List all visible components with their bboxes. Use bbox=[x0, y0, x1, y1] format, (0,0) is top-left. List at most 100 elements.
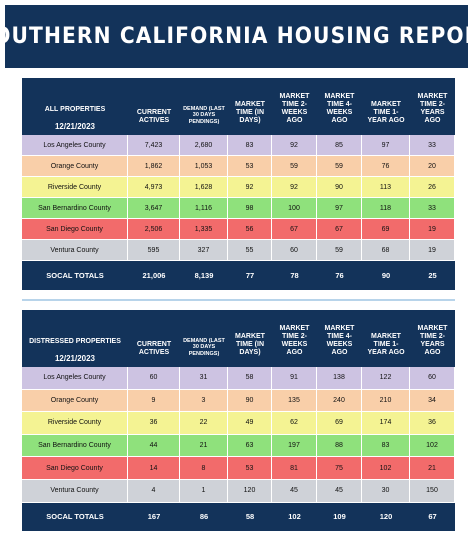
cell-value: 83 bbox=[362, 434, 410, 458]
cell-value: 56 bbox=[228, 219, 272, 240]
cell-value: 59 bbox=[317, 240, 362, 261]
cell-value: 3,647 bbox=[128, 198, 180, 219]
totals-value: 25 bbox=[410, 261, 455, 290]
cell-value: 26 bbox=[410, 177, 455, 198]
cell-value: 97 bbox=[317, 198, 362, 219]
cell-value: 60 bbox=[128, 367, 180, 390]
cell-value: 2,680 bbox=[180, 135, 228, 156]
table-label: DISTRESSED PROPERTIES bbox=[29, 337, 121, 345]
cell-value: 62 bbox=[272, 412, 317, 435]
cell-value: 1,053 bbox=[180, 156, 228, 177]
cell-value: 118 bbox=[362, 198, 410, 219]
row-label: Orange County bbox=[22, 156, 128, 177]
row-label: San Bernardino County bbox=[22, 198, 128, 219]
row-label: Riverside County bbox=[22, 177, 128, 198]
cell-value: 36 bbox=[128, 412, 180, 435]
cell-value: 240 bbox=[317, 389, 362, 413]
cell-value: 21 bbox=[410, 457, 455, 480]
cell-value: 53 bbox=[228, 457, 272, 480]
cell-value: 102 bbox=[410, 434, 455, 458]
cell-value: 69 bbox=[362, 219, 410, 240]
cell-value: 135 bbox=[272, 389, 317, 413]
row-label: Riverside County bbox=[22, 412, 128, 435]
column-header: MARKET TIME 1-YEAR AGO bbox=[362, 310, 410, 367]
cell-value: 90 bbox=[228, 389, 272, 413]
cell-value: 63 bbox=[228, 434, 272, 458]
row-label: San Diego County bbox=[22, 457, 128, 480]
cell-value: 113 bbox=[362, 177, 410, 198]
totals-value: 67 bbox=[410, 502, 455, 531]
cell-value: 68 bbox=[362, 240, 410, 261]
cell-value: 53 bbox=[228, 156, 272, 177]
row-label: San Bernardino County bbox=[22, 434, 128, 458]
cell-value: 3 bbox=[180, 389, 228, 413]
totals-value: 21,006 bbox=[128, 261, 180, 290]
cell-value: 31 bbox=[180, 367, 228, 390]
cell-value: 120 bbox=[228, 479, 272, 503]
totals-value: 58 bbox=[228, 502, 272, 531]
totals-value: 167 bbox=[128, 502, 180, 531]
cell-value: 45 bbox=[317, 479, 362, 503]
header-label-cell: ALL PROPERTIES 12/21/2023 bbox=[22, 78, 128, 135]
table-date: 12/21/2023 bbox=[54, 121, 96, 131]
cell-value: 1 bbox=[180, 479, 228, 503]
cell-value: 174 bbox=[362, 412, 410, 435]
cell-value: 595 bbox=[128, 240, 180, 261]
cell-value: 58 bbox=[228, 367, 272, 390]
totals-value: 90 bbox=[362, 261, 410, 290]
totals-label: SOCAL TOTALS bbox=[22, 502, 128, 531]
row-label: Orange County bbox=[22, 389, 128, 413]
cell-value: 67 bbox=[272, 219, 317, 240]
cell-value: 1,628 bbox=[180, 177, 228, 198]
cell-value: 21 bbox=[180, 434, 228, 458]
cell-value: 210 bbox=[362, 389, 410, 413]
totals-value: 120 bbox=[362, 502, 410, 531]
cell-value: 34 bbox=[410, 389, 455, 413]
cell-value: 92 bbox=[272, 135, 317, 156]
row-label: Los Angeles County bbox=[22, 367, 128, 390]
cell-value: 59 bbox=[272, 156, 317, 177]
row-label: Ventura County bbox=[22, 240, 128, 261]
cell-value: 197 bbox=[272, 434, 317, 458]
cell-value: 49 bbox=[228, 412, 272, 435]
all-properties-table: ALL PROPERTIES 12/21/2023 CURRENT ACTIVES D… bbox=[22, 78, 455, 290]
column-header: CURRENT ACTIVES bbox=[128, 78, 180, 135]
cell-value: 60 bbox=[410, 367, 455, 390]
column-header: DEMAND (LAST 30 DAYS PENDINGS) bbox=[180, 310, 228, 367]
column-header: MARKET TIME (IN DAYS) bbox=[228, 78, 272, 135]
totals-value: 102 bbox=[272, 502, 317, 531]
cell-value: 4,973 bbox=[128, 177, 180, 198]
totals-value: 8,139 bbox=[180, 261, 228, 290]
column-header: MARKET TIME 1-YEAR AGO bbox=[362, 78, 410, 135]
column-header: MARKET TIME 4-WEEKS AGO bbox=[317, 78, 362, 135]
cell-value: 4 bbox=[128, 479, 180, 503]
totals-value: 109 bbox=[317, 502, 362, 531]
totals-value: 78 bbox=[272, 261, 317, 290]
cell-value: 59 bbox=[317, 156, 362, 177]
cell-value: 9 bbox=[128, 389, 180, 413]
separator bbox=[22, 299, 455, 301]
cell-value: 76 bbox=[362, 156, 410, 177]
row-label: San Diego County bbox=[22, 219, 128, 240]
cell-value: 22 bbox=[180, 412, 228, 435]
column-header: DEMAND (LAST 30 DAYS PENDINGS) bbox=[180, 78, 228, 135]
cell-value: 92 bbox=[228, 177, 272, 198]
column-header: MARKET TIME (IN DAYS) bbox=[228, 310, 272, 367]
table-date: 12/21/2023 bbox=[54, 353, 96, 363]
cell-value: 97 bbox=[362, 135, 410, 156]
cell-value: 75 bbox=[317, 457, 362, 480]
cell-value: 98 bbox=[228, 198, 272, 219]
cell-value: 33 bbox=[410, 135, 455, 156]
column-header: CURRENT ACTIVES bbox=[128, 310, 180, 367]
cell-value: 91 bbox=[272, 367, 317, 390]
cell-value: 1,862 bbox=[128, 156, 180, 177]
cell-value: 8 bbox=[180, 457, 228, 480]
cell-value: 102 bbox=[362, 457, 410, 480]
column-header: MARKET TIME 2-YEARS AGO bbox=[410, 78, 455, 135]
cell-value: 83 bbox=[228, 135, 272, 156]
cell-value: 19 bbox=[410, 219, 455, 240]
cell-value: 55 bbox=[228, 240, 272, 261]
column-header: MARKET TIME 4-WEEKS AGO bbox=[317, 310, 362, 367]
cell-value: 19 bbox=[410, 240, 455, 261]
